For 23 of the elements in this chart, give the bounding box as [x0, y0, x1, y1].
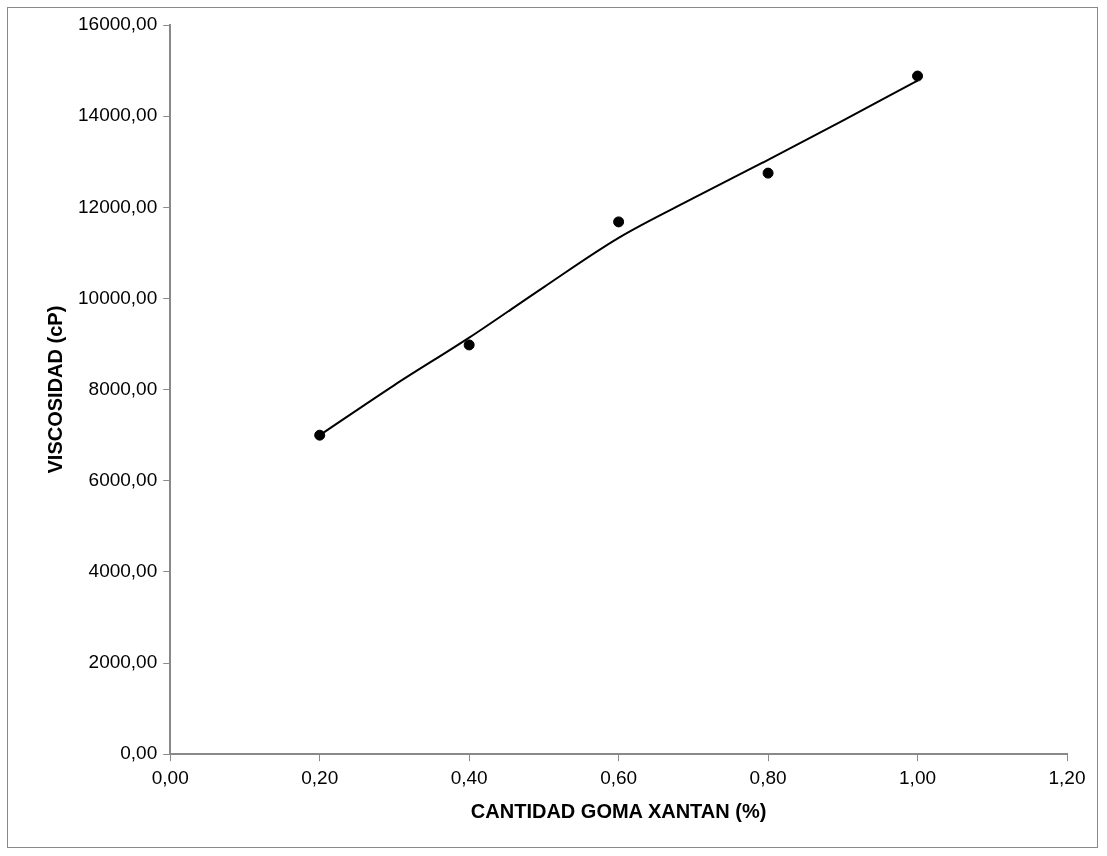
y-tick-label: 8000,00	[88, 377, 158, 399]
x-axis-title: CANTIDAD GOMA XANTAN (%)	[470, 799, 767, 822]
x-tick-label: 1,00	[899, 766, 937, 788]
x-tick-label: 0,00	[151, 766, 189, 788]
x-tick-label: 0,40	[450, 766, 488, 788]
x-tick-label: 0,20	[301, 766, 339, 788]
x-tick-label: 0,60	[600, 766, 638, 788]
y-tick-label: 4000,00	[88, 560, 158, 582]
point	[613, 216, 625, 228]
y-axis-title: VISCOSIDAD (cP)	[43, 305, 66, 474]
y-tick-label: 10000,00	[78, 286, 158, 308]
y-tick-label: 12000,00	[78, 195, 158, 217]
point	[762, 167, 774, 179]
point	[912, 70, 924, 82]
point	[314, 429, 326, 441]
y-tick-label: 16000,00	[78, 13, 158, 35]
point	[463, 339, 475, 351]
x-tick-label: 1,20	[1048, 766, 1086, 788]
y-tick-label: 2000,00	[88, 651, 158, 673]
x-tick-label: 0,80	[749, 766, 787, 788]
y-tick-label: 14000,00	[78, 104, 158, 126]
y-tick-label: 6000,00	[88, 468, 158, 490]
y-tick-label: 0,00	[120, 742, 158, 764]
